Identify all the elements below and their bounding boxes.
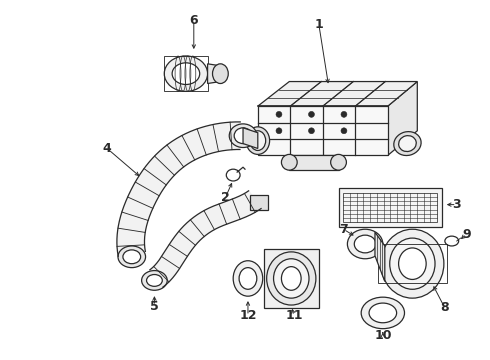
Ellipse shape [142,271,167,290]
Text: 12: 12 [239,309,257,322]
Ellipse shape [341,111,347,117]
Ellipse shape [123,250,141,264]
Ellipse shape [354,235,376,253]
Ellipse shape [369,303,396,323]
Polygon shape [264,249,319,308]
Ellipse shape [267,252,316,305]
Ellipse shape [229,124,257,148]
Ellipse shape [390,238,435,289]
Ellipse shape [381,229,444,298]
Text: 5: 5 [150,300,159,312]
Polygon shape [208,64,220,84]
Ellipse shape [361,297,405,329]
Text: 3: 3 [452,198,461,211]
Ellipse shape [309,128,315,134]
Ellipse shape [118,246,146,267]
Ellipse shape [276,128,282,134]
Ellipse shape [172,63,200,85]
Polygon shape [117,122,240,256]
Ellipse shape [213,64,228,84]
Polygon shape [250,195,268,210]
Ellipse shape [398,248,426,279]
Text: 1: 1 [315,18,323,31]
Ellipse shape [276,111,282,117]
Ellipse shape [164,56,208,91]
Ellipse shape [399,136,416,152]
Ellipse shape [233,261,263,296]
Polygon shape [339,188,442,227]
Text: 9: 9 [462,228,471,240]
Text: 8: 8 [441,301,449,315]
Ellipse shape [147,275,162,286]
Ellipse shape [309,111,315,117]
Ellipse shape [246,127,270,154]
Ellipse shape [331,154,346,170]
Text: 11: 11 [286,309,303,322]
Text: 2: 2 [221,191,230,204]
Polygon shape [258,82,417,106]
Ellipse shape [281,154,297,170]
Ellipse shape [281,267,301,290]
Ellipse shape [250,131,266,150]
Ellipse shape [234,128,252,144]
Text: 6: 6 [190,14,198,27]
Ellipse shape [347,229,383,259]
Text: 7: 7 [339,223,348,236]
Text: 10: 10 [374,329,392,342]
Polygon shape [243,128,258,148]
Ellipse shape [394,132,421,156]
Ellipse shape [341,128,347,134]
Ellipse shape [239,267,257,289]
Polygon shape [375,232,385,282]
Ellipse shape [273,259,309,298]
Polygon shape [388,82,417,156]
Polygon shape [258,106,388,156]
Polygon shape [150,191,261,287]
Polygon shape [289,156,339,170]
Text: 4: 4 [103,142,112,155]
